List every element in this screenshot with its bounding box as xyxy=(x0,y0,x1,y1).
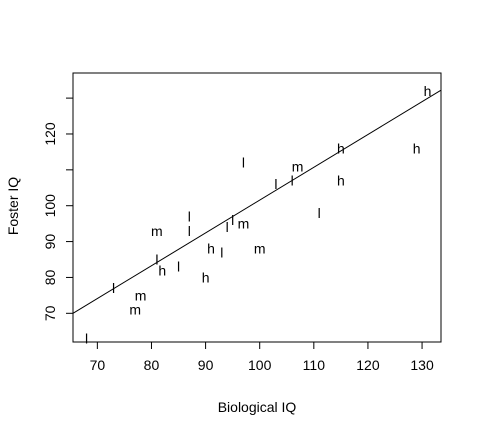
data-point: l xyxy=(231,212,234,228)
x-tick-label: 70 xyxy=(90,357,106,373)
data-point: l xyxy=(155,252,158,268)
data-point: h xyxy=(207,241,215,257)
data-point: m xyxy=(135,287,147,303)
data-point: l xyxy=(220,244,223,260)
data-point: m xyxy=(238,216,250,232)
x-tick-label: 100 xyxy=(248,357,272,373)
y-tick-label: 80 xyxy=(42,269,58,285)
data-point: m xyxy=(254,241,266,257)
y-tick-label: 100 xyxy=(42,194,58,218)
plot-frame xyxy=(72,72,442,343)
regression-line xyxy=(72,89,442,314)
y-tick-label: 120 xyxy=(42,122,58,146)
data-point: l xyxy=(177,259,180,275)
data-point: h xyxy=(413,140,421,156)
data-point: m xyxy=(151,223,163,239)
data-point: h xyxy=(202,269,210,285)
data-point: m xyxy=(292,158,304,174)
data-point: l xyxy=(291,173,294,189)
x-axis-label: Biological IQ xyxy=(218,399,297,415)
x-tick-label: 130 xyxy=(410,357,434,373)
data-point: l xyxy=(188,208,191,224)
x-tick-label: 110 xyxy=(303,357,326,373)
data-point: h xyxy=(424,83,432,99)
data-point: l xyxy=(242,155,245,171)
x-tick-label: 80 xyxy=(144,357,160,373)
y-tick-label: 70 xyxy=(42,305,58,321)
data-point: h xyxy=(158,262,166,278)
data-point: l xyxy=(226,219,229,235)
data-point: l xyxy=(188,223,191,239)
data-point: l xyxy=(85,330,88,346)
y-tick-label: 90 xyxy=(42,234,58,250)
axes-layer: 70 80 90 100 110 120 130 70 80 90 100 120 xyxy=(42,72,442,373)
data-point: l xyxy=(274,176,277,192)
y-axis-label: Foster IQ xyxy=(5,177,21,235)
data-point: l xyxy=(112,280,115,296)
data-point: h xyxy=(337,173,345,189)
data-point: h xyxy=(337,140,345,156)
data-point: l xyxy=(318,205,321,221)
data-point: m xyxy=(129,302,141,318)
x-tick-label: 120 xyxy=(356,357,380,373)
x-tick-label: 90 xyxy=(198,357,214,373)
